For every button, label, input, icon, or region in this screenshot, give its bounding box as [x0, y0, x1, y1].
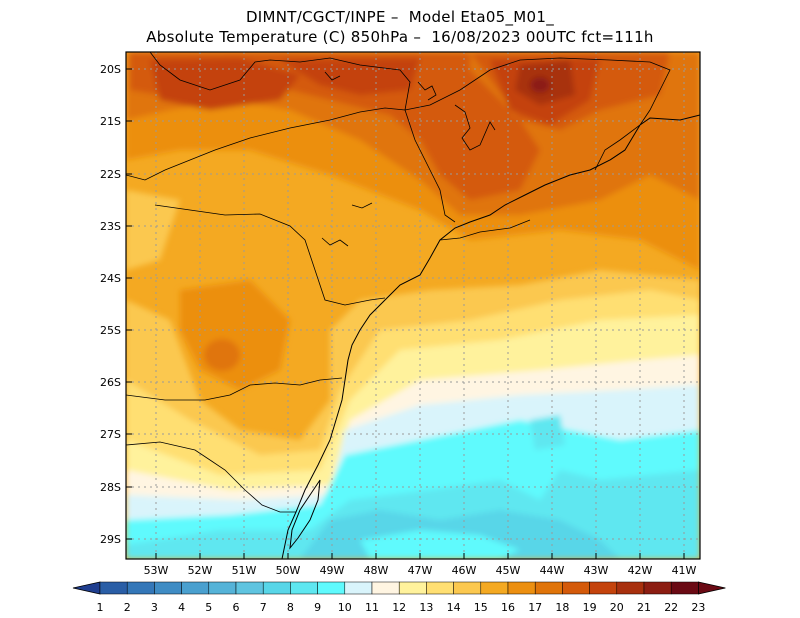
frame-ticks	[126, 68, 685, 559]
colorbar-segment	[453, 581, 482, 595]
colorbar-label: 20	[610, 601, 624, 614]
lat-lon-grid	[126, 52, 700, 559]
colorbar-label: 17	[528, 601, 542, 614]
colorbar-label: 22	[664, 601, 678, 614]
colorbar-segment	[181, 581, 210, 595]
colorbar-label: 16	[501, 601, 515, 614]
colorbar-label: 10	[338, 601, 352, 614]
colorbar-segment	[154, 581, 182, 595]
colorbar-label: 1	[97, 601, 104, 614]
colorbar-segment	[398, 581, 427, 595]
colorbar-label: 9	[314, 601, 321, 614]
colorbar-label: 21	[637, 601, 651, 614]
lat-label-22s: 22S	[100, 168, 121, 181]
colorbar-segment	[317, 581, 346, 595]
colorbar-low-triangle	[72, 581, 101, 595]
lon-label-41w: 41W	[672, 564, 697, 577]
lat-label-29s: 29S	[100, 533, 121, 546]
colorbar-segment	[480, 581, 509, 595]
lat-label-26s: 26S	[100, 376, 121, 389]
colorbar-segment	[126, 581, 155, 595]
colorbar-label: 5	[205, 601, 212, 614]
colorbar-segment	[534, 581, 563, 595]
lat-label-24s: 24S	[100, 272, 121, 285]
colorbar-segment	[371, 581, 400, 595]
lat-label-25s: 25S	[100, 324, 121, 337]
temperature-field	[126, 52, 700, 559]
map-frame	[125, 51, 701, 560]
colorbar-high-triangle	[698, 581, 726, 595]
lon-label-49w: 49W	[320, 564, 345, 577]
colorbar-segment	[670, 581, 699, 595]
colorbar-label: 2	[124, 601, 131, 614]
colorbar-segment	[643, 581, 672, 595]
colorbar-label: 12	[392, 601, 406, 614]
map-subtitle: Absolute Temperature (C) 850hPa – 16/08/…	[146, 28, 654, 46]
colorbar-label: 3	[151, 601, 158, 614]
colorbar-segment	[99, 581, 128, 595]
state-borders	[126, 52, 671, 513]
colorbar-segment	[507, 581, 536, 595]
colorbar-label: 15	[474, 601, 488, 614]
lon-label-51w: 51W	[232, 564, 257, 577]
lon-label-52w: 52W	[188, 564, 213, 577]
colorbar: 1 2 3 4 5 6 7 8 9 10 11 12 13 14 15 16 17 18 19 20 21 22 23	[72, 581, 726, 614]
colorbar-label: 7	[260, 601, 267, 614]
map-title: DIMNT/CGCT/INPE – Model Eta05_M01_	[245, 8, 555, 26]
colorbar-segment	[562, 581, 590, 595]
coastline	[281, 114, 700, 559]
colorbar-segment	[262, 581, 291, 595]
lon-label-44w: 44W	[540, 564, 565, 577]
lon-label-42w: 42W	[628, 564, 653, 577]
lon-label-43w: 43W	[584, 564, 609, 577]
lat-label-27s: 27S	[100, 428, 121, 441]
lon-label-53w: 53W	[144, 564, 169, 577]
colorbar-label: 13	[419, 601, 433, 614]
colorbar-label: 18	[555, 601, 569, 614]
lon-label-48w: 48W	[364, 564, 389, 577]
lon-label-45w: 45W	[496, 564, 521, 577]
colorbar-segment	[426, 581, 454, 595]
lat-label-21s: 21S	[100, 115, 121, 128]
colorbar-label: 23	[691, 601, 705, 614]
colorbar-label: 11	[365, 601, 379, 614]
lat-label-28s: 28S	[100, 481, 121, 494]
lat-label-23s: 23S	[100, 220, 121, 233]
lagoon	[289, 479, 321, 550]
colorbar-segment	[208, 581, 237, 595]
lon-label-46w: 46W	[452, 564, 477, 577]
colorbar-label: 8	[287, 601, 294, 614]
colorbar-segment	[616, 581, 645, 595]
colorbar-segment	[290, 581, 318, 595]
colorbar-segment	[344, 581, 373, 595]
colorbar-label: 14	[447, 601, 461, 614]
lon-label-47w: 47W	[408, 564, 433, 577]
lon-label-50w: 50W	[276, 564, 301, 577]
lat-label-20s: 20S	[100, 63, 121, 76]
colorbar-segment	[589, 581, 618, 595]
reservoirs	[321, 71, 496, 247]
colorbar-label: 19	[583, 601, 597, 614]
colorbar-segment	[235, 581, 264, 595]
colorbar-label: 6	[233, 601, 240, 614]
colorbar-label: 4	[178, 601, 185, 614]
